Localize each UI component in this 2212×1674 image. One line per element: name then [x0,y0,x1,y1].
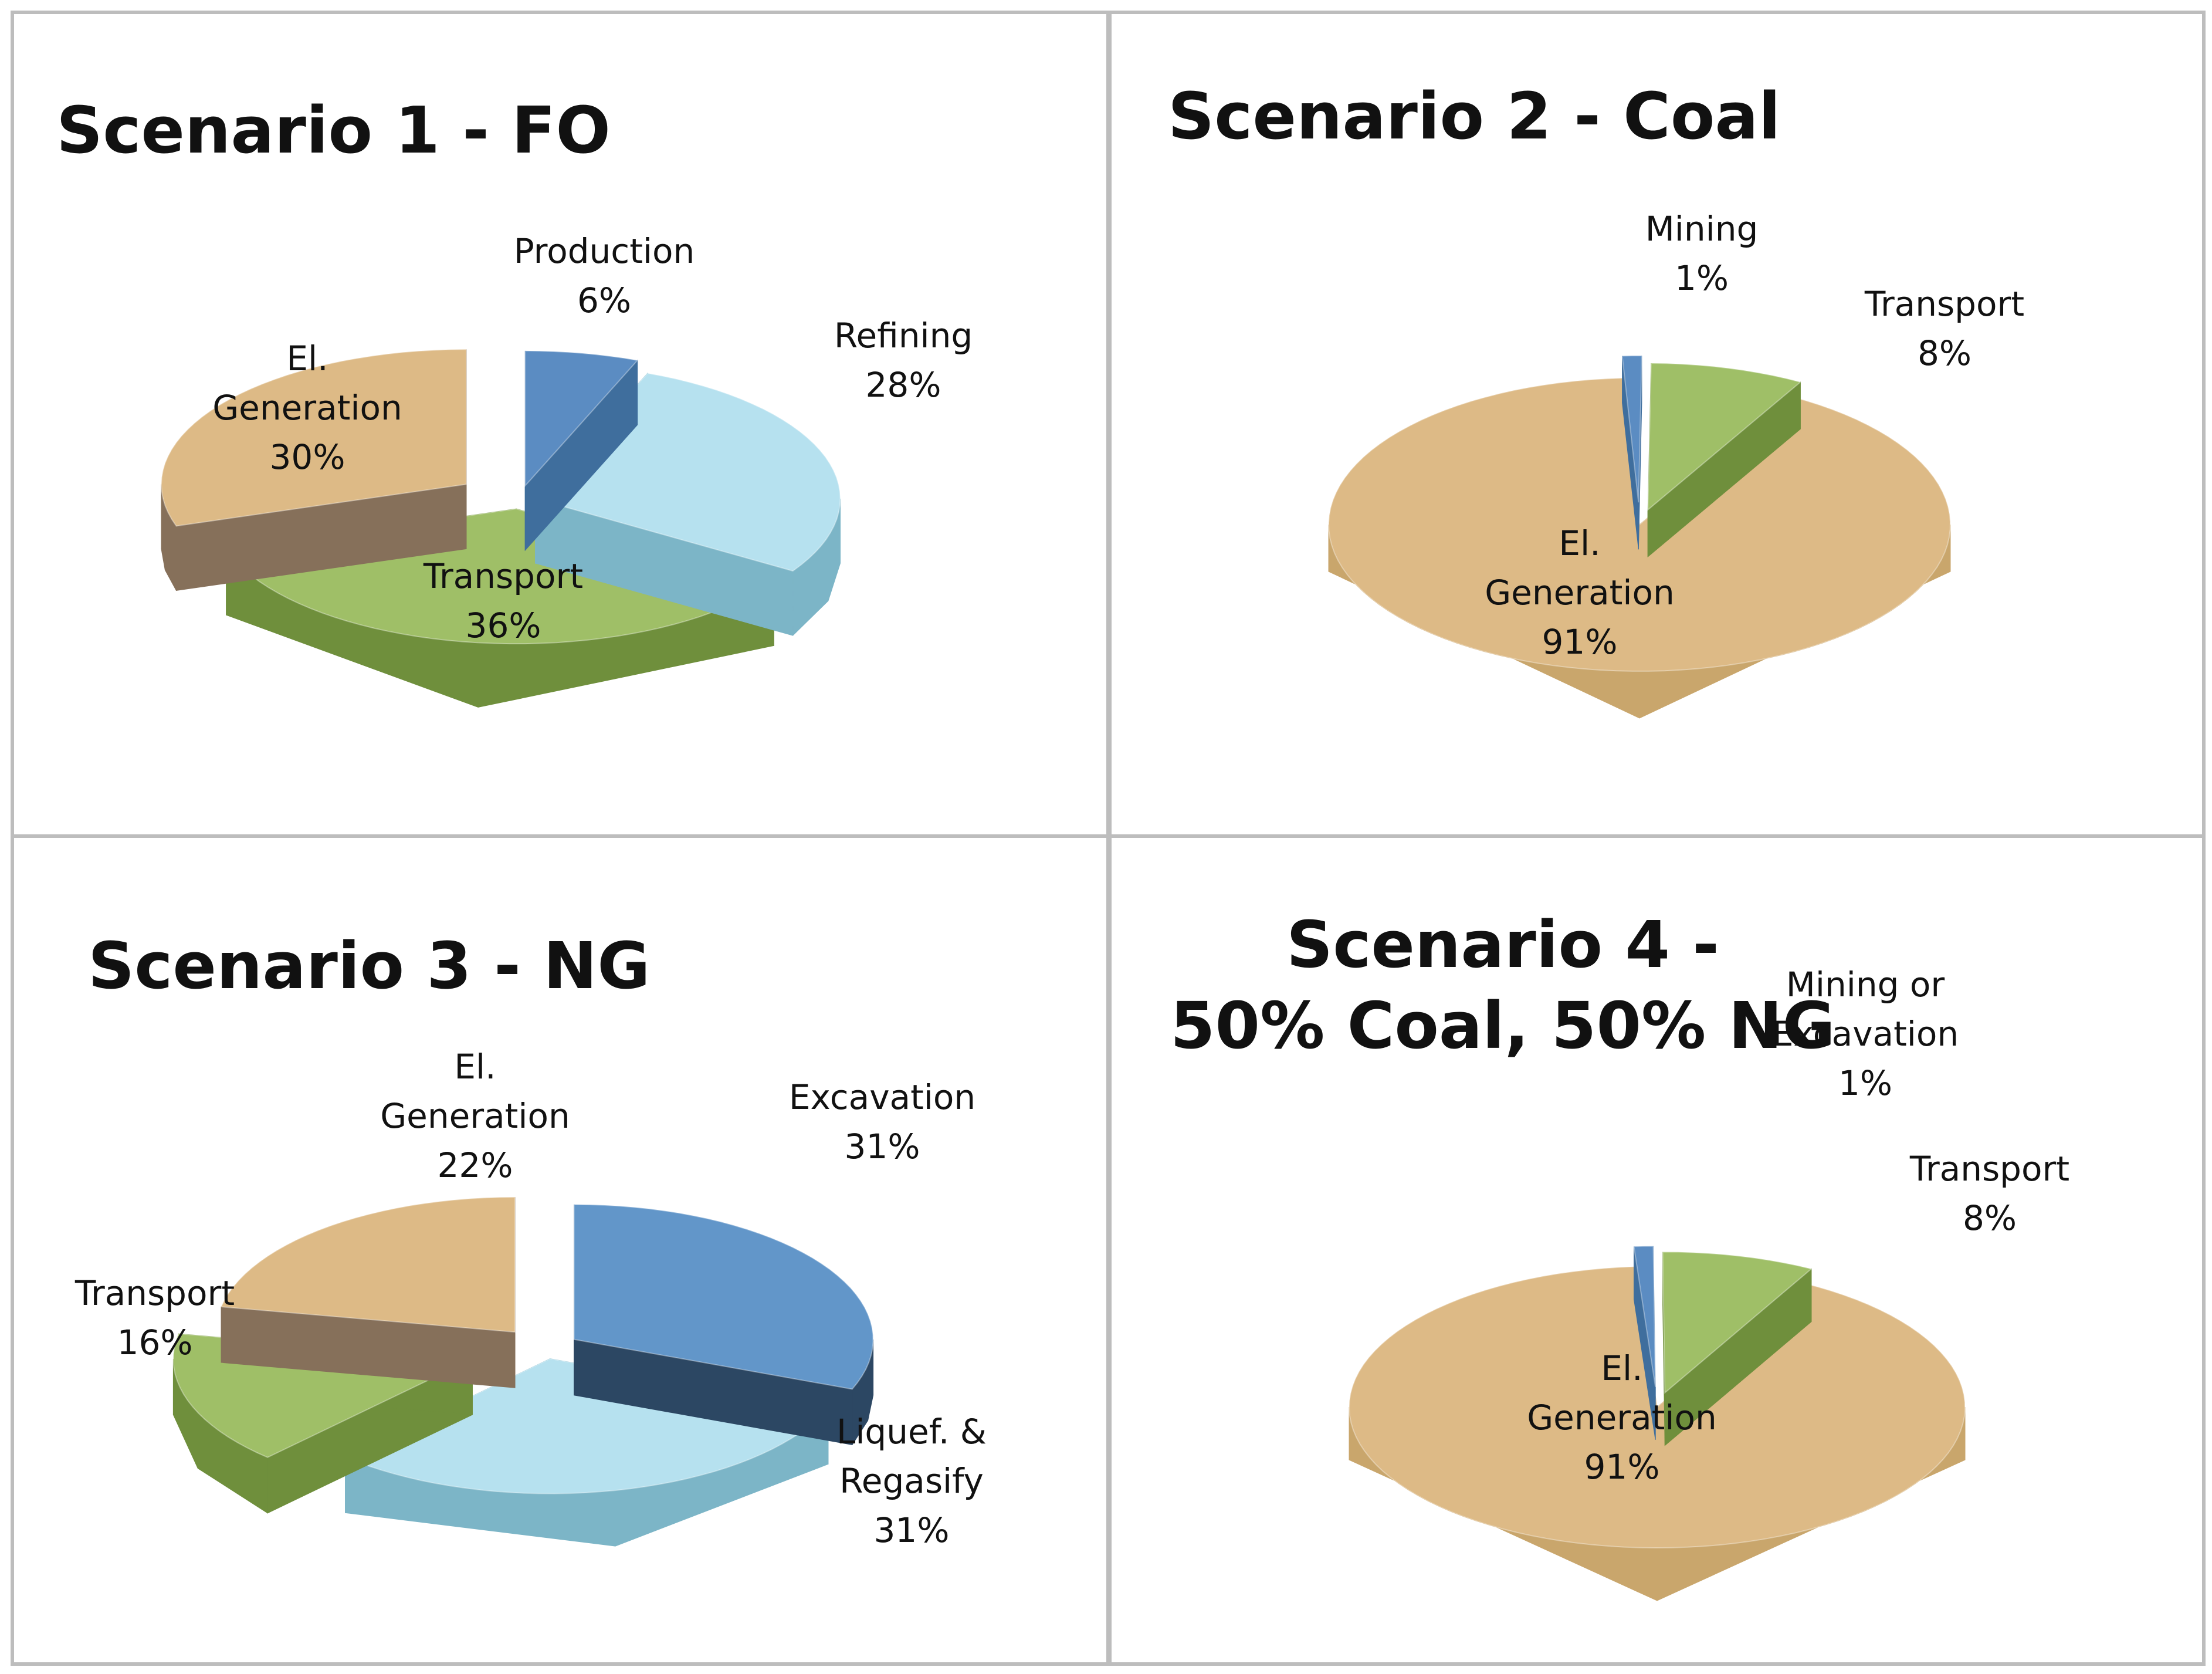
slice-label-transport: Transport 8% [1909,1149,2070,1239]
pie-chart-2 [1327,355,1951,719]
chart-title-3: Scenario 3 - NG [88,928,651,1003]
slice-label-el-generation: El. Generation 22% [380,1047,570,1186]
slice-label-transport: Transport 36% [423,556,584,646]
pie-slice-2 [1647,362,1802,558]
chart-panel-scenario-3: Scenario 3 - NG Excavation 31% Liquef. & R… [14,838,1106,1662]
slice-label-mining-or-excavation: Mining or Excavation 1% [1771,965,1959,1104]
grid-center-horizontal [11,834,2206,838]
grid-center-vertical [1106,11,1112,1666]
pie-chart-3 [172,1196,874,1547]
pie-chart-4 [1348,1245,1966,1601]
pie-slice-1 [1621,355,1642,550]
slice-label-el-generation: El. Generation 91% [1527,1348,1717,1487]
chart-title-1: Scenario 1 - FO [56,93,611,168]
slice-label-liquef-regasify: Liquef. & Regasify 31% [836,1412,987,1551]
chart-panel-scenario-4: Scenario 4 - 50% Coal, 50% NG Mining or E… [1112,838,2202,1662]
pie-chart-1 [160,349,841,708]
pie-slice-1 [524,350,639,552]
grid-outer-left [11,11,14,1666]
slice-label-transport: Transport 16% [74,1273,235,1363]
chart-title-2: Scenario 2 - Coal [1168,79,1781,154]
pie-slice-4 [160,349,468,591]
pie-slice-2 [1662,1251,1813,1446]
chart-title-4: Scenario 4 - 50% Coal, 50% NG [1170,907,1835,1063]
slice-label-transport: Transport 8% [1864,284,2025,374]
chart-panel-scenario-2: Scenario 2 - Coal Mining 1% Transport 8% E… [1112,14,2202,834]
slice-label-refining: Refining 28% [834,316,973,405]
grid-outer-right [2202,11,2206,1666]
slice-label-el-generation: El. Generation 91% [1485,523,1675,662]
pie-slice-1 [1633,1245,1657,1440]
pie-slice-4 [220,1196,516,1388]
chart-panel-scenario-1: Scenario 1 - FO Production 6% Refining 28%… [14,14,1106,834]
pie-slice-1 [573,1203,874,1446]
slice-label-mining: Mining 1% [1645,209,1759,299]
slice-label-production: Production 6% [513,231,695,321]
slice-label-excavation: Excavation 31% [788,1077,976,1167]
slice-label-el-generation: El. Generation 30% [212,339,402,478]
